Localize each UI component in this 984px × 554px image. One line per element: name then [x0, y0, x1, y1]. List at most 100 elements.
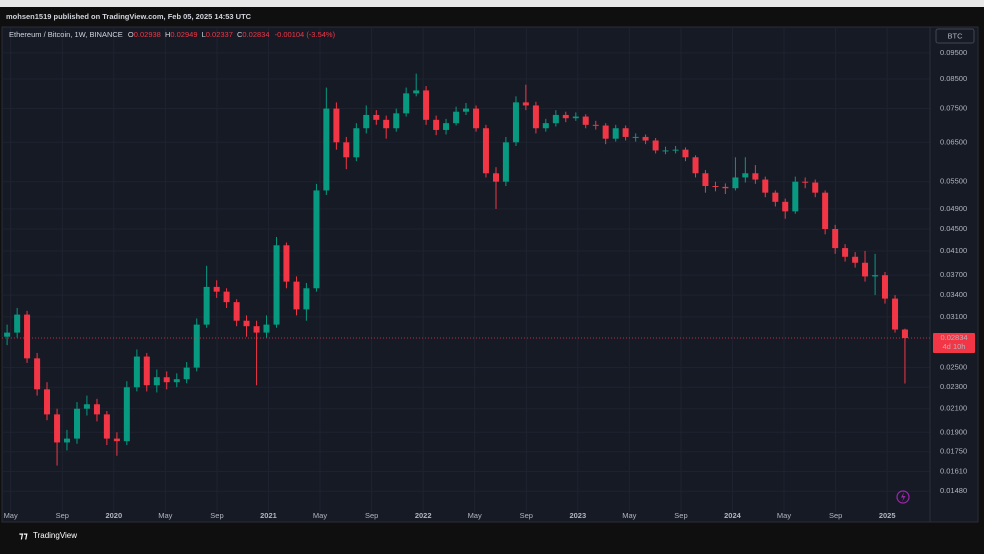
candle-body — [4, 332, 11, 337]
candle-body — [223, 291, 230, 303]
candle-body — [213, 286, 220, 292]
candle-body — [263, 324, 270, 333]
candle-body — [742, 173, 749, 178]
candle-body — [123, 387, 130, 442]
candle-body — [403, 93, 410, 114]
alert-icon[interactable] — [896, 490, 910, 504]
y-tick-label: 0.04100 — [940, 246, 967, 255]
change: -0.00104 (-3.54%) — [275, 30, 336, 39]
grid — [2, 27, 930, 512]
candle-body — [832, 229, 839, 249]
candle-body — [353, 128, 360, 158]
candle-body — [692, 157, 699, 174]
candle-body — [672, 149, 679, 151]
candle-body — [393, 113, 400, 129]
y-tick-label: 0.02300 — [940, 382, 967, 391]
candle-body — [532, 105, 539, 129]
candle-body — [702, 173, 709, 187]
ohlc-value: 0.02337 — [206, 30, 233, 39]
last-price-box — [933, 333, 975, 354]
candle-body — [592, 124, 599, 126]
candle-body — [872, 275, 879, 277]
candle-body — [493, 173, 500, 182]
footer-logo: ⁊⁊ — [19, 530, 28, 540]
y-tick-label: 0.01900 — [940, 427, 967, 436]
x-tick-label: Sep — [56, 511, 69, 520]
legend: Ethereum / Bitcoin, 1W, BINANCE O0.02938… — [9, 30, 336, 39]
candle-body — [772, 192, 779, 202]
candle-body — [203, 286, 210, 325]
x-tick-label: May — [468, 511, 482, 520]
footer-brand: TradingView — [33, 531, 77, 540]
x-tick-label: 2023 — [569, 511, 586, 520]
candle-body — [423, 90, 430, 120]
candle-body — [473, 108, 480, 129]
candle-body — [143, 356, 150, 386]
top-strip — [0, 0, 984, 7]
currency[interactable]: BTC — [948, 31, 964, 40]
y-tick-label: 0.01610 — [940, 466, 967, 475]
y-tick-label: 0.08500 — [940, 74, 967, 83]
x-tick-label: 2021 — [260, 511, 277, 520]
ohlc-label: L — [202, 30, 206, 39]
candle-body — [83, 404, 90, 409]
candle-body — [802, 181, 809, 183]
candle-body — [652, 140, 659, 151]
candle-body — [383, 119, 390, 129]
candle-body — [572, 116, 579, 119]
candle-body — [413, 90, 420, 94]
candle-body — [782, 201, 789, 212]
candle-body — [852, 256, 859, 263]
candle-body — [482, 128, 489, 174]
ohlc-label: C — [237, 30, 243, 39]
candle-body — [253, 326, 260, 333]
candle-body — [522, 102, 529, 106]
candle-body — [74, 408, 81, 439]
candle-body — [34, 358, 41, 390]
candle-body — [133, 356, 140, 388]
candle-body — [752, 173, 759, 180]
candle-body — [602, 125, 609, 139]
candle-body — [682, 149, 689, 158]
ohlc-label: H — [165, 30, 170, 39]
y-tick-label: 0.04500 — [940, 224, 967, 233]
x-tick-label: May — [4, 511, 18, 520]
candle-body — [622, 128, 629, 137]
candle-body — [642, 136, 649, 141]
ohlc-label: O — [128, 30, 134, 39]
candle-body — [113, 438, 120, 442]
candle-body — [512, 102, 519, 143]
x-tick-label: 2020 — [105, 511, 122, 520]
x-tick-label: 2022 — [415, 511, 432, 520]
candle-body — [582, 116, 589, 125]
candle-body — [54, 414, 61, 443]
candle-body — [762, 179, 769, 193]
candle-body — [892, 298, 899, 330]
candle-body — [901, 329, 908, 339]
candle-body — [44, 389, 51, 415]
y-tick-label: 0.06500 — [940, 137, 967, 146]
candle-body — [273, 245, 280, 325]
candle-body — [842, 248, 849, 257]
candle-body — [712, 186, 719, 188]
candle-body — [293, 281, 300, 310]
candle-body — [243, 320, 250, 327]
x-tick-label: 2024 — [724, 511, 742, 520]
candle-body — [542, 123, 549, 129]
candle-body — [333, 108, 340, 143]
y-tick-label: 0.02100 — [940, 404, 967, 413]
y-tick-label: 0.03700 — [940, 270, 967, 279]
candle-body — [732, 177, 739, 189]
ohlc-value: 0.02949 — [170, 30, 197, 39]
candle-body — [881, 275, 888, 299]
candle-body — [612, 128, 619, 139]
candle-body — [822, 192, 829, 230]
y-tick-label: 0.09500 — [940, 48, 967, 57]
candle-body — [173, 379, 180, 383]
currency-box[interactable] — [935, 28, 975, 44]
candle-body — [373, 114, 380, 120]
candle-body — [153, 377, 160, 386]
candle-body — [363, 114, 370, 129]
candle-body — [862, 262, 869, 277]
